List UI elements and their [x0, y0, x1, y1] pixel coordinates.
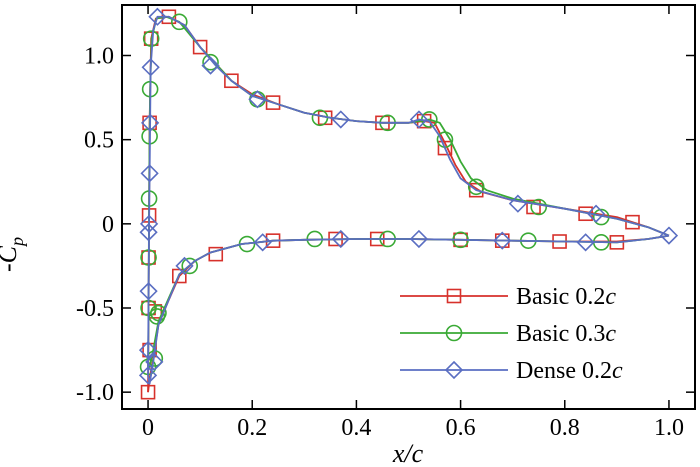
x-axis-label: x/c: [392, 439, 424, 467]
y-tick-label: 1.0: [84, 44, 114, 70]
data-marker: [224, 73, 239, 89]
data-marker: [248, 90, 267, 109]
legend-label-text: Basic 0.3: [516, 321, 605, 347]
data-marker: [409, 110, 429, 129]
data-marker: [265, 95, 281, 110]
legend-label-italic: c: [605, 321, 616, 347]
data-marker: [142, 30, 160, 47]
data-marker: [331, 110, 350, 129]
x-tick-label: 0: [142, 415, 154, 441]
y-axis-label-main: -C: [0, 245, 22, 272]
series-diamond: [138, 7, 679, 385]
y-axis-label-subscript: p: [7, 237, 27, 248]
data-marker: [253, 233, 272, 252]
legend-item: Basic 0.3c: [400, 321, 616, 347]
legend-marker: [444, 360, 464, 380]
legend-marker: [446, 288, 462, 304]
data-marker: [311, 109, 329, 127]
data-marker: [140, 164, 159, 183]
plot-series: [138, 7, 679, 400]
legend-item: Basic 0.2c: [400, 284, 616, 310]
y-tick-label: -1.0: [76, 380, 114, 406]
data-marker: [138, 340, 158, 360]
data-marker: [659, 226, 679, 245]
legend-marker: [445, 324, 463, 342]
x-tick-label: 0.4: [341, 415, 371, 441]
axes: 0 0.2 0.4 0.6 0.8 1.0 -1.0 -0.5 0 0.5 1.0: [76, 5, 695, 441]
data-marker: [586, 204, 606, 223]
data-marker: [493, 231, 512, 250]
data-marker: [437, 140, 453, 156]
data-marker: [139, 282, 158, 301]
data-marker: [201, 56, 220, 75]
legend-label: Basic 0.2c: [516, 284, 616, 310]
series-line-upper: [147, 15, 670, 367]
series-line-upper: [147, 15, 670, 376]
data-marker: [409, 229, 429, 249]
data-marker: [140, 113, 160, 132]
data-marker: [139, 223, 158, 242]
y-tick-label: -0.5: [76, 296, 114, 322]
x-tick-label: 0.8: [550, 415, 580, 441]
legend-label-text: Dense 0.2: [516, 358, 612, 384]
data-marker: [141, 58, 160, 77]
data-marker: [526, 199, 541, 215]
data-marker: [192, 39, 208, 55]
legend-label-italic: c: [605, 284, 616, 310]
data-marker: [150, 304, 167, 322]
data-marker: [508, 194, 528, 213]
series-line-lower: [147, 234, 670, 385]
data-marker: [140, 384, 156, 400]
legend-label: Dense 0.2c: [516, 358, 623, 384]
data-marker: [181, 257, 199, 275]
data-marker: [171, 13, 188, 31]
legend-label: Basic 0.3c: [516, 321, 616, 347]
data-marker: [145, 352, 164, 371]
y-tick-label: 0: [102, 212, 114, 238]
x-tick-label: 0.2: [237, 415, 267, 441]
data-marker: [530, 198, 548, 216]
data-marker: [576, 233, 595, 252]
legend-item: Dense 0.2c: [400, 358, 623, 384]
data-marker: [467, 178, 485, 196]
x-tick-label: 0.6: [446, 415, 476, 441]
data-marker: [175, 256, 194, 276]
x-tick-label: 1.0: [654, 415, 684, 441]
data-marker: [148, 7, 167, 26]
data-marker: [138, 366, 158, 385]
y-axis-label: -Cp: [0, 237, 27, 272]
data-marker: [331, 229, 350, 249]
data-marker: [139, 214, 159, 233]
legend-label-text: Basic 0.2: [516, 284, 605, 310]
plot-frame: [121, 4, 696, 410]
data-marker: [202, 53, 219, 71]
legend-label-italic: c: [612, 358, 623, 384]
y-tick-label: 0.5: [84, 128, 114, 154]
